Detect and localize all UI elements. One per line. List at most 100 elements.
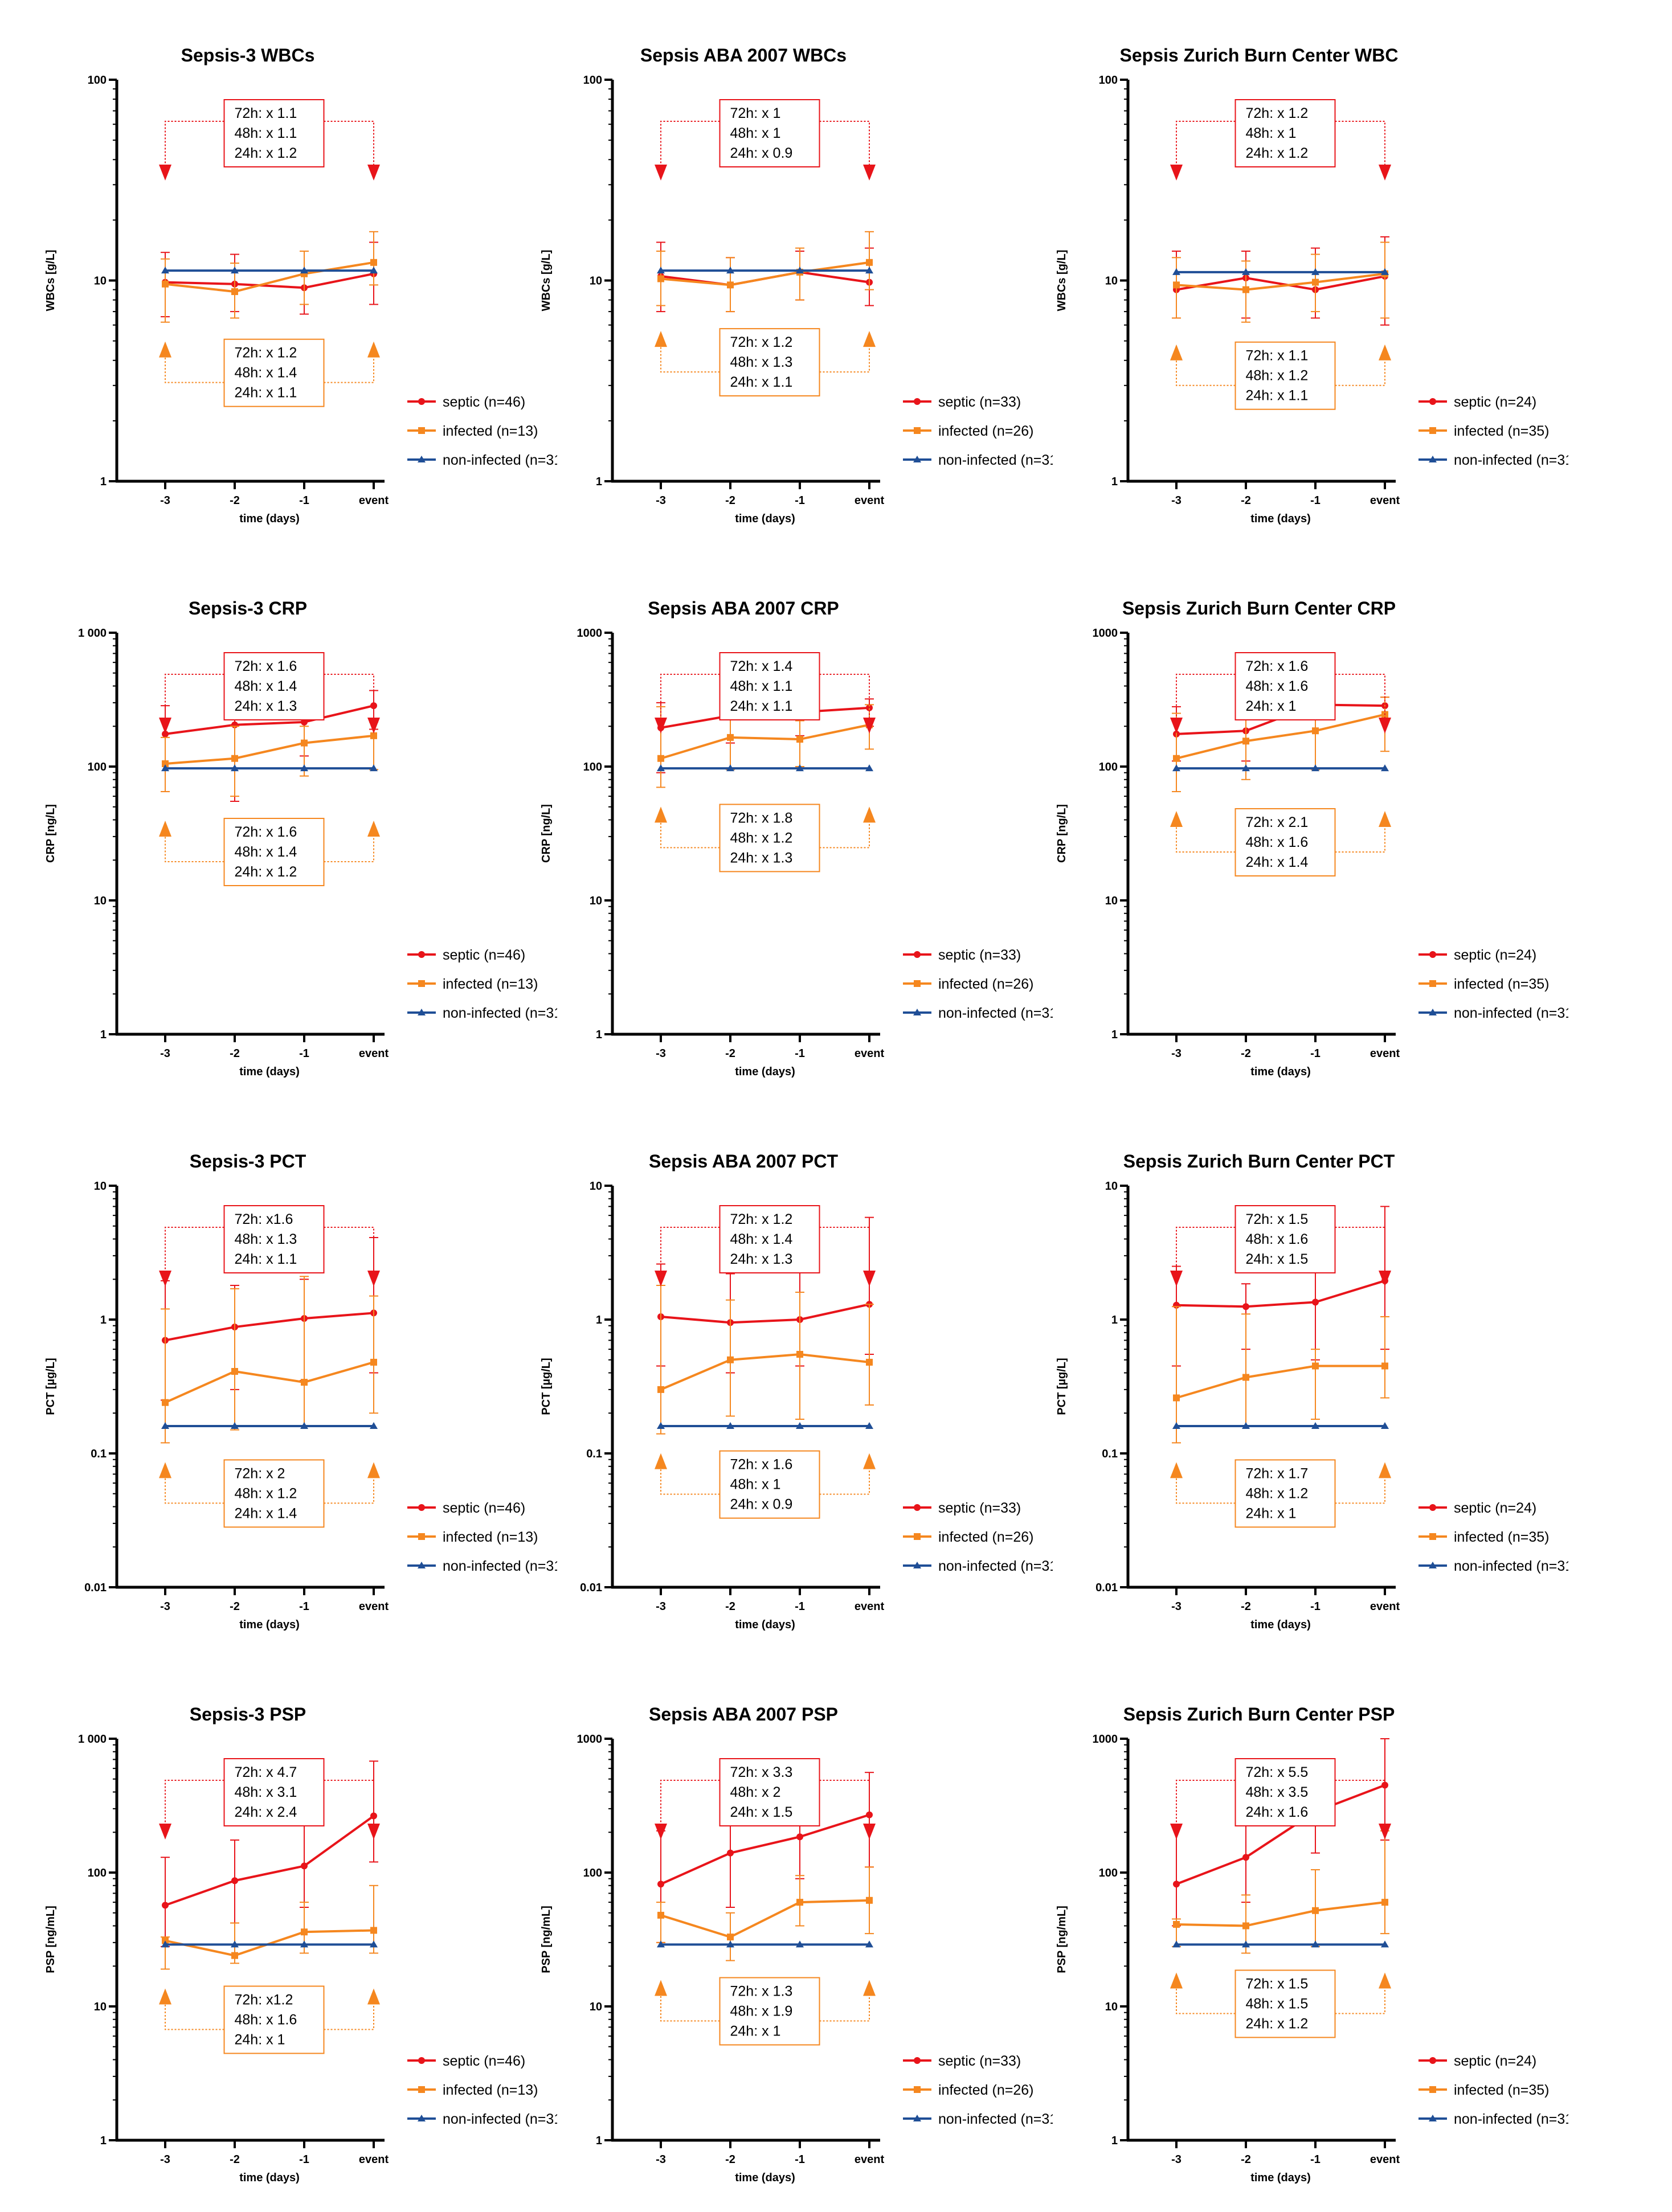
x-tick-label: event — [855, 494, 885, 507]
data-point — [370, 1940, 378, 1948]
x-tick-label: -2 — [230, 2153, 240, 2166]
data-point — [657, 1881, 664, 1888]
series-noninfected — [657, 1940, 873, 1948]
top_box-box — [719, 652, 820, 720]
legend-marker — [913, 2115, 921, 2121]
bottom_box-box-line: 48h: x 1.2 — [730, 830, 793, 846]
series-noninfected — [161, 1940, 378, 1948]
top_box-box — [719, 99, 820, 167]
top_box-box-line: 24h: x 1 — [1246, 698, 1297, 714]
top_box-box-line: 72h: x 1.6 — [1246, 658, 1309, 674]
top_box-bracket-left — [165, 1780, 224, 1824]
arrow-up-icon — [863, 806, 876, 823]
top_box-box — [1234, 1205, 1336, 1273]
x-tick-label: -3 — [160, 1600, 170, 1613]
data-point — [1172, 268, 1180, 275]
top_box-box-line: 72h: x 1.6 — [235, 658, 297, 674]
bottom_box-box — [223, 1985, 325, 2054]
x-axis-title: time (days) — [735, 2172, 795, 2184]
series-noninfected — [1172, 268, 1389, 275]
y-tick-label: 100 — [583, 74, 602, 87]
data-point — [1312, 1907, 1319, 1914]
bottom_box-bracket-left — [660, 347, 720, 373]
data-point — [796, 267, 804, 274]
data-point — [796, 1899, 803, 1906]
bottom_box-box-line: 72h: x 2 — [235, 1465, 285, 1481]
data-point — [866, 1811, 873, 1818]
legend-marker — [1429, 951, 1436, 958]
bottom_box-box-line: 72h: x 1.6 — [730, 1457, 793, 1473]
top_box-bracket-left — [1176, 1227, 1236, 1271]
x-tick-label: -3 — [160, 2153, 170, 2166]
top_box-box-line: 72h: x 1.5 — [1246, 1211, 1309, 1227]
arrow-up-icon — [1170, 344, 1183, 361]
top_box-bracket-right — [819, 1227, 870, 1271]
data-point — [301, 1862, 308, 1870]
top_box-box-line: 24h: x 1.1 — [730, 698, 793, 714]
arrow-up-icon — [159, 1462, 171, 1478]
series-line — [660, 1353, 870, 1391]
data-point — [727, 1849, 734, 1857]
top_box-box-line: 24h: x 1.2 — [235, 145, 297, 161]
top_box-box-line: 24h: x 1.6 — [1246, 1804, 1309, 1820]
y-tick-label: 100 — [1099, 1867, 1118, 1879]
data-point — [231, 755, 238, 762]
data-point — [1381, 1940, 1389, 1948]
x-axis-title: time (days) — [1250, 2172, 1311, 2184]
series-noninfected — [161, 267, 378, 274]
y-tick-label: 100 — [88, 1867, 107, 1879]
y-tick-label: 1 — [100, 476, 107, 488]
arrow-down-icon — [1379, 718, 1391, 734]
x-tick-label: -3 — [160, 494, 170, 507]
arrow-down-icon — [367, 1271, 380, 1287]
data-point — [301, 1379, 308, 1386]
y-tick-label: 100 — [88, 74, 107, 87]
data-point — [1173, 1920, 1180, 1928]
arrow-up-icon — [159, 1988, 171, 2005]
chart-title: Sepsis-3 PSP — [190, 1704, 306, 1724]
data-point — [1242, 1303, 1249, 1310]
chart-svg: Sepsis ABA 2007 WBCs 1 10 100 -3 -2 -1 event tim… — [540, 45, 1053, 525]
data-point — [1312, 1298, 1319, 1306]
legend-marker — [1429, 398, 1436, 405]
chart-title: Sepsis ABA 2007 WBCs — [640, 45, 847, 65]
y-tick-label: 1 — [596, 476, 602, 488]
legend-marker — [1429, 1009, 1437, 1015]
arrow-up-icon — [655, 331, 667, 347]
arrow-up-icon — [1379, 810, 1391, 827]
legend-label-noninfected: non-infected (n=31) — [1454, 1558, 1568, 1574]
series-infected — [161, 1885, 378, 1970]
y-tick-label: 0.01 — [84, 1582, 107, 1594]
bottom_box-bracket-left — [1176, 826, 1236, 853]
data-point — [1242, 286, 1249, 293]
legend-marker — [418, 1562, 426, 1568]
chart-title: Sepsis-3 WBCs — [181, 45, 315, 65]
data-point — [370, 1358, 377, 1366]
arrow-up-icon — [367, 1988, 380, 2005]
top_box-bracket-right — [819, 1780, 870, 1824]
y-axis-title: CRP [ng/L] — [1056, 804, 1068, 863]
y-tick-label: 100 — [88, 761, 107, 773]
chart-title: Sepsis-3 CRP — [189, 598, 307, 618]
data-point — [1173, 1394, 1180, 1402]
bottom_box-box-line: 24h: x 1.2 — [235, 864, 297, 880]
legend-label-infected: infected (n=26) — [938, 2082, 1033, 2098]
data-point — [657, 755, 664, 762]
y-tick-label: 1 — [596, 1029, 602, 1041]
y-tick-label: 0.01 — [580, 1582, 602, 1594]
series-line — [1176, 1279, 1385, 1308]
data-point — [657, 1386, 664, 1393]
y-axis-title: WBCs [g/L] — [44, 250, 57, 312]
series-line — [1176, 272, 1385, 291]
series-noninfected — [161, 1422, 378, 1429]
legend-label-infected: infected (n=13) — [443, 976, 538, 992]
y-tick-label: 0.1 — [91, 1448, 107, 1460]
top_box-box-line: 72h: x 1.4 — [730, 658, 793, 674]
y-tick-label: 1 — [100, 2135, 107, 2147]
arrow-up-icon — [367, 341, 380, 358]
bottom_box-box-line: 24h: x 1.1 — [1246, 388, 1309, 404]
data-point — [657, 1422, 665, 1429]
legend-label-infected: infected (n=13) — [443, 423, 538, 439]
arrow-up-icon — [1170, 1972, 1183, 1989]
